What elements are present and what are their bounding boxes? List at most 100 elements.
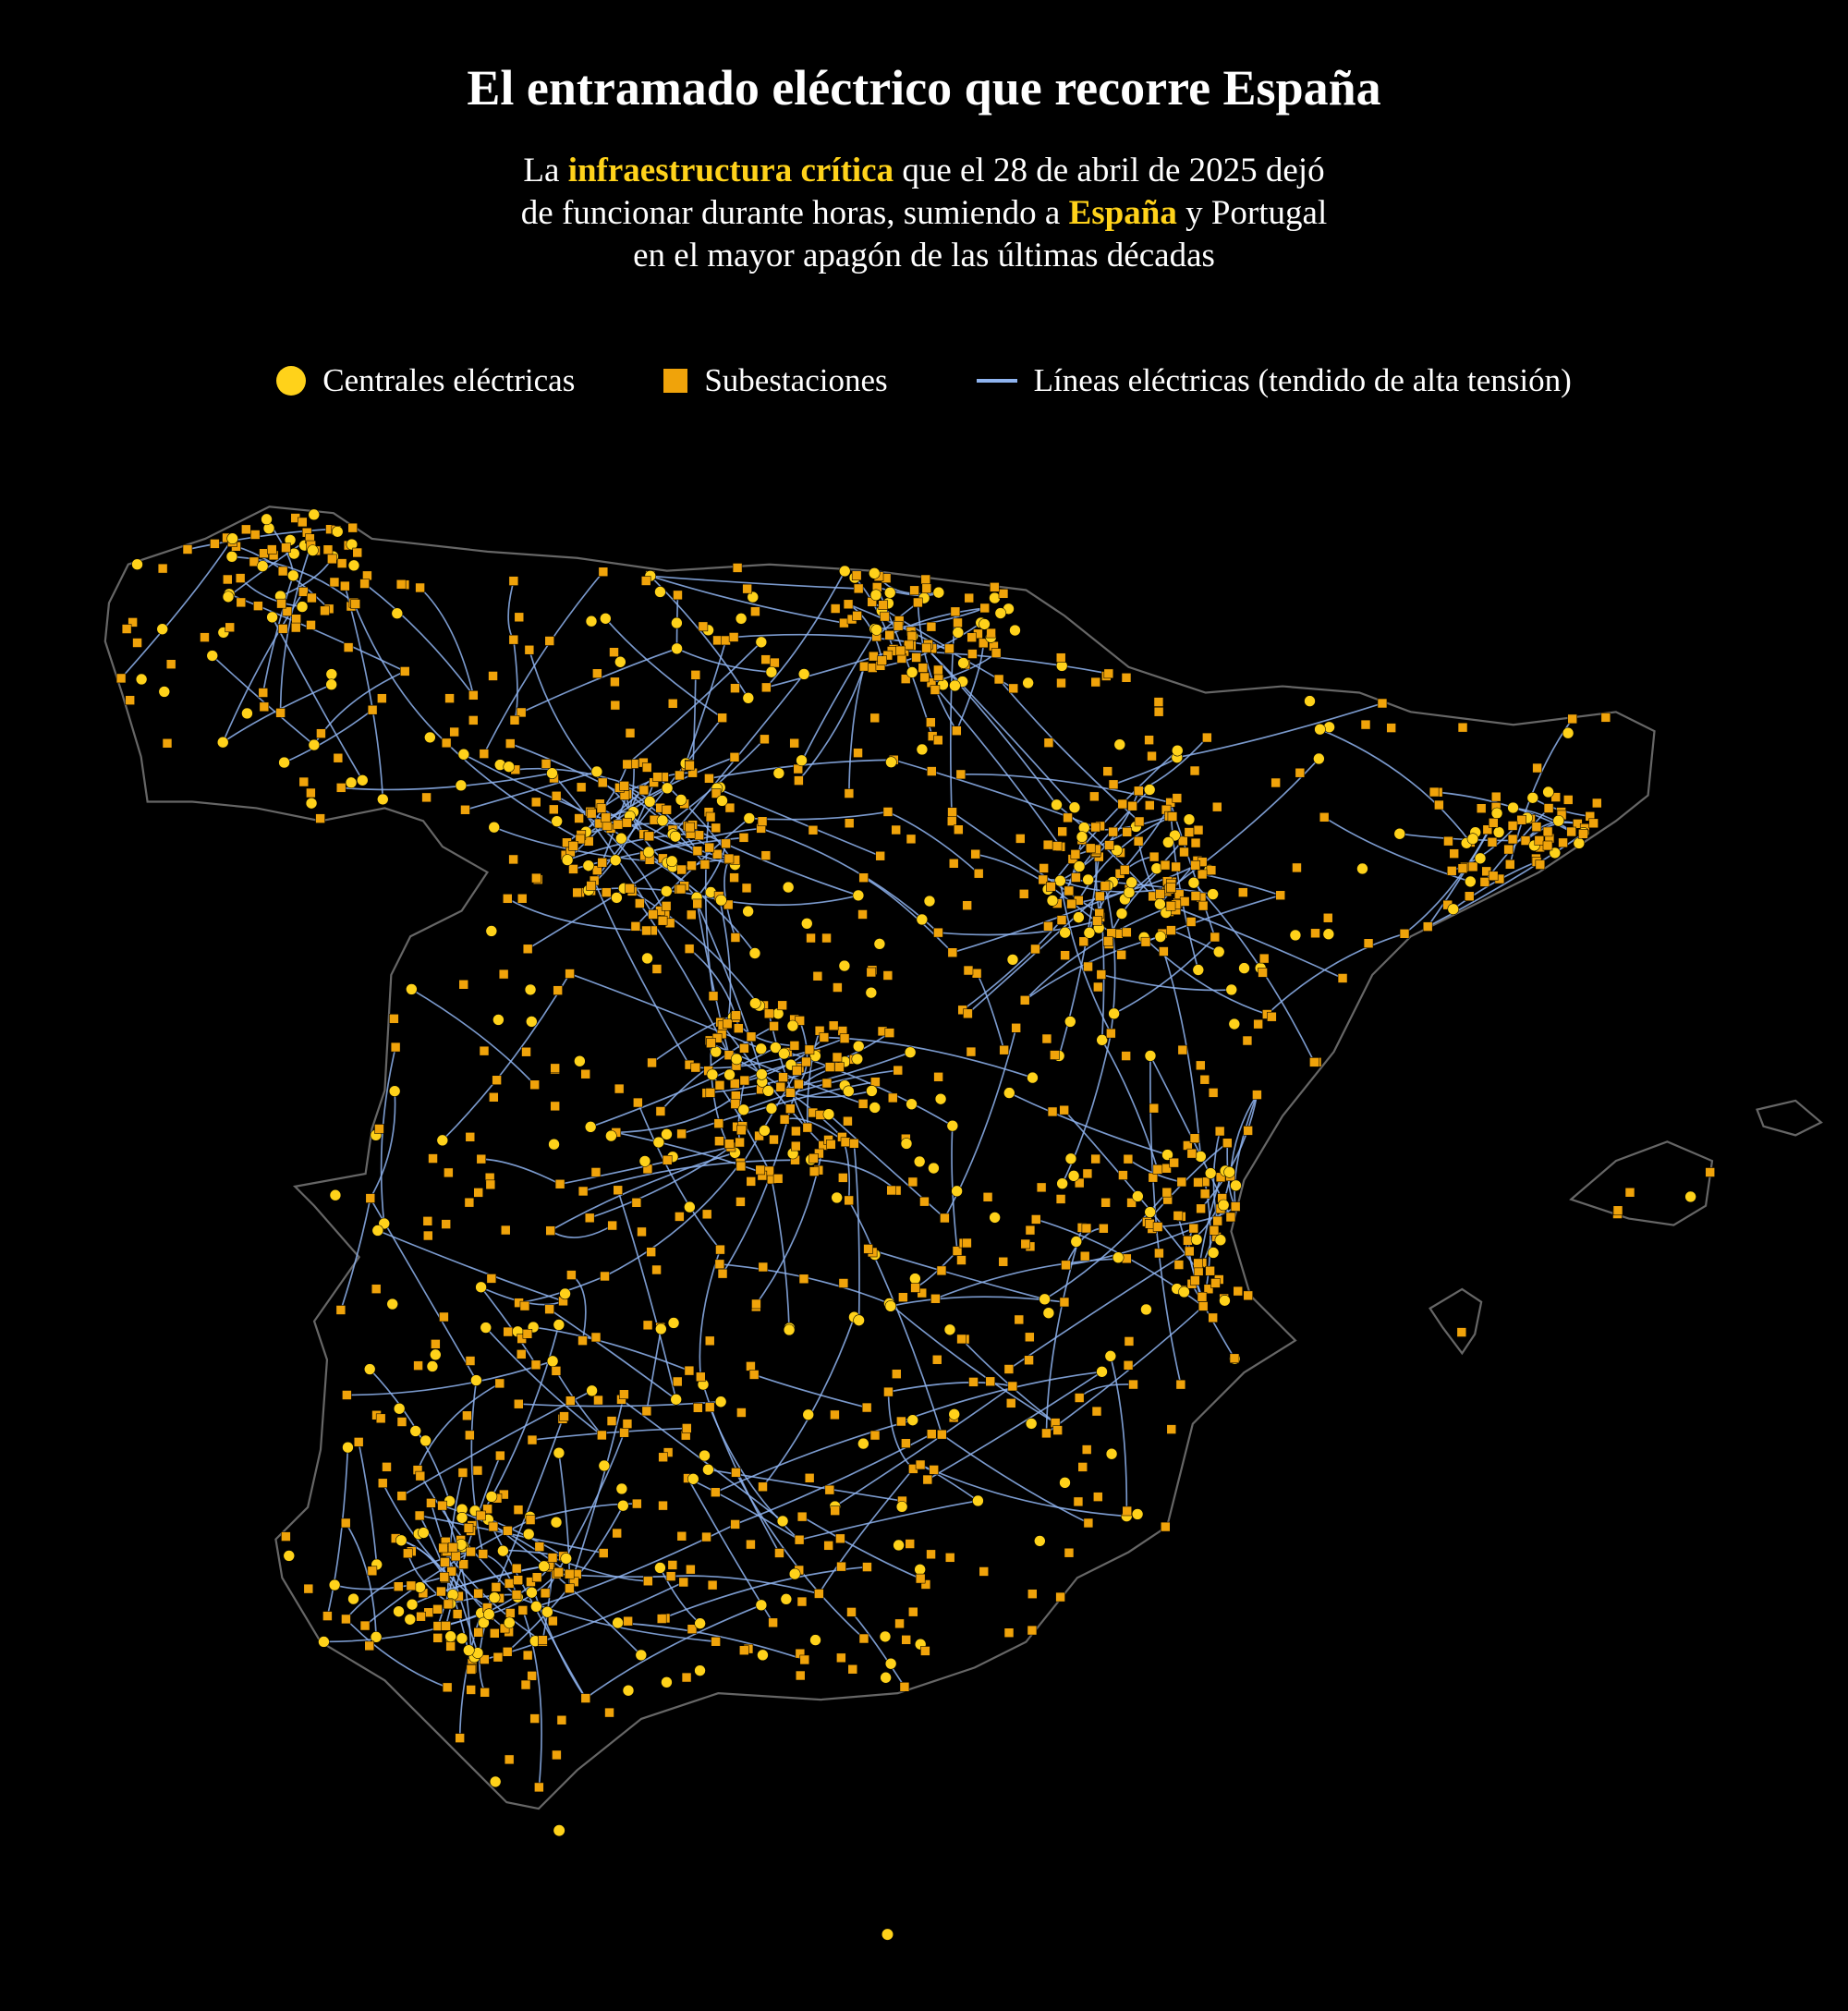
substation xyxy=(1148,1172,1159,1183)
substation xyxy=(1600,713,1611,723)
substation xyxy=(705,1088,716,1098)
substation xyxy=(906,630,918,641)
menorca-outline xyxy=(1756,1099,1823,1137)
substation xyxy=(1177,1044,1188,1055)
substation xyxy=(791,1126,801,1137)
substation xyxy=(1041,1428,1052,1439)
power-line xyxy=(650,575,859,590)
power-line xyxy=(671,1575,820,1595)
power-plant xyxy=(318,1636,330,1648)
substation xyxy=(1363,938,1374,948)
substation xyxy=(480,1654,490,1664)
power-plant xyxy=(524,983,537,996)
substation xyxy=(1205,1265,1215,1276)
substation xyxy=(641,925,651,936)
power-plant xyxy=(654,586,666,598)
substation xyxy=(438,1542,448,1554)
substation xyxy=(1092,916,1102,926)
power-line xyxy=(927,1371,1102,1481)
substation xyxy=(1083,961,1093,972)
power-plant xyxy=(906,1414,919,1426)
substation xyxy=(473,1627,483,1638)
power-plant xyxy=(1192,964,1205,976)
substation xyxy=(1270,777,1281,788)
substation xyxy=(1178,835,1188,847)
substation xyxy=(690,670,701,680)
power-line xyxy=(706,1031,891,1094)
power-plant xyxy=(839,565,851,578)
substation xyxy=(863,1244,873,1254)
substation xyxy=(675,1212,685,1222)
substation xyxy=(952,725,962,736)
substation xyxy=(735,1137,745,1148)
substation xyxy=(905,1539,915,1549)
substation xyxy=(597,858,607,868)
power-plant xyxy=(1492,826,1505,838)
power-plant xyxy=(665,855,678,868)
power-plant xyxy=(395,1534,407,1547)
substation xyxy=(336,558,347,568)
power-line xyxy=(509,742,626,797)
substation xyxy=(592,865,602,875)
substation xyxy=(1434,799,1444,810)
power-plant xyxy=(1112,1251,1125,1263)
power-plant xyxy=(749,997,761,1009)
power-plant xyxy=(475,1281,487,1294)
substation xyxy=(1090,676,1101,688)
power-plant xyxy=(586,1384,598,1397)
substation xyxy=(1122,1505,1133,1517)
power-plant xyxy=(1144,1206,1156,1218)
power-line xyxy=(485,1326,602,1436)
substation xyxy=(1202,732,1212,743)
power-line xyxy=(818,1468,915,1594)
power-plant xyxy=(1228,1018,1241,1030)
substation xyxy=(465,1356,476,1366)
substation xyxy=(1007,1381,1018,1392)
substation xyxy=(631,1198,642,1208)
substation xyxy=(1190,1275,1200,1286)
power-plant xyxy=(1064,1152,1077,1165)
substation xyxy=(1543,803,1554,813)
substation xyxy=(1578,829,1588,839)
substation xyxy=(390,1042,401,1053)
power-plant xyxy=(548,1138,560,1151)
legend-item: Centrales eléctricas xyxy=(276,362,575,399)
substation xyxy=(436,1586,446,1597)
substation xyxy=(1096,969,1107,980)
substation xyxy=(525,1515,536,1525)
substation xyxy=(1252,1090,1262,1100)
substation xyxy=(544,636,555,646)
power-line xyxy=(323,1612,482,1643)
substation xyxy=(1171,861,1181,872)
substation xyxy=(920,1646,930,1656)
power-plant xyxy=(782,881,795,894)
substation xyxy=(1507,834,1518,845)
power-plant xyxy=(885,756,897,768)
substation xyxy=(655,1106,666,1116)
substation xyxy=(667,1560,678,1570)
substation xyxy=(849,1139,859,1149)
power-plant xyxy=(426,1360,439,1372)
power-plant xyxy=(904,1046,917,1058)
substation xyxy=(277,624,288,634)
substation xyxy=(970,848,980,859)
power-plant xyxy=(546,767,558,779)
substation xyxy=(1172,793,1183,803)
power-plant xyxy=(156,623,168,635)
substation xyxy=(930,1293,941,1304)
substation xyxy=(711,848,723,859)
power-line xyxy=(1065,1227,1195,1266)
substation xyxy=(917,1287,928,1298)
power-plant xyxy=(622,1684,635,1697)
power-line xyxy=(617,1622,806,1661)
substation xyxy=(956,1334,967,1345)
power-line xyxy=(483,571,604,754)
power-plant xyxy=(308,738,321,751)
substation xyxy=(667,698,678,709)
power-plant xyxy=(1068,801,1081,813)
substation xyxy=(823,1541,833,1551)
substation xyxy=(1008,683,1019,694)
substation xyxy=(298,587,309,597)
power-plant xyxy=(654,1562,666,1574)
substation xyxy=(458,980,469,990)
